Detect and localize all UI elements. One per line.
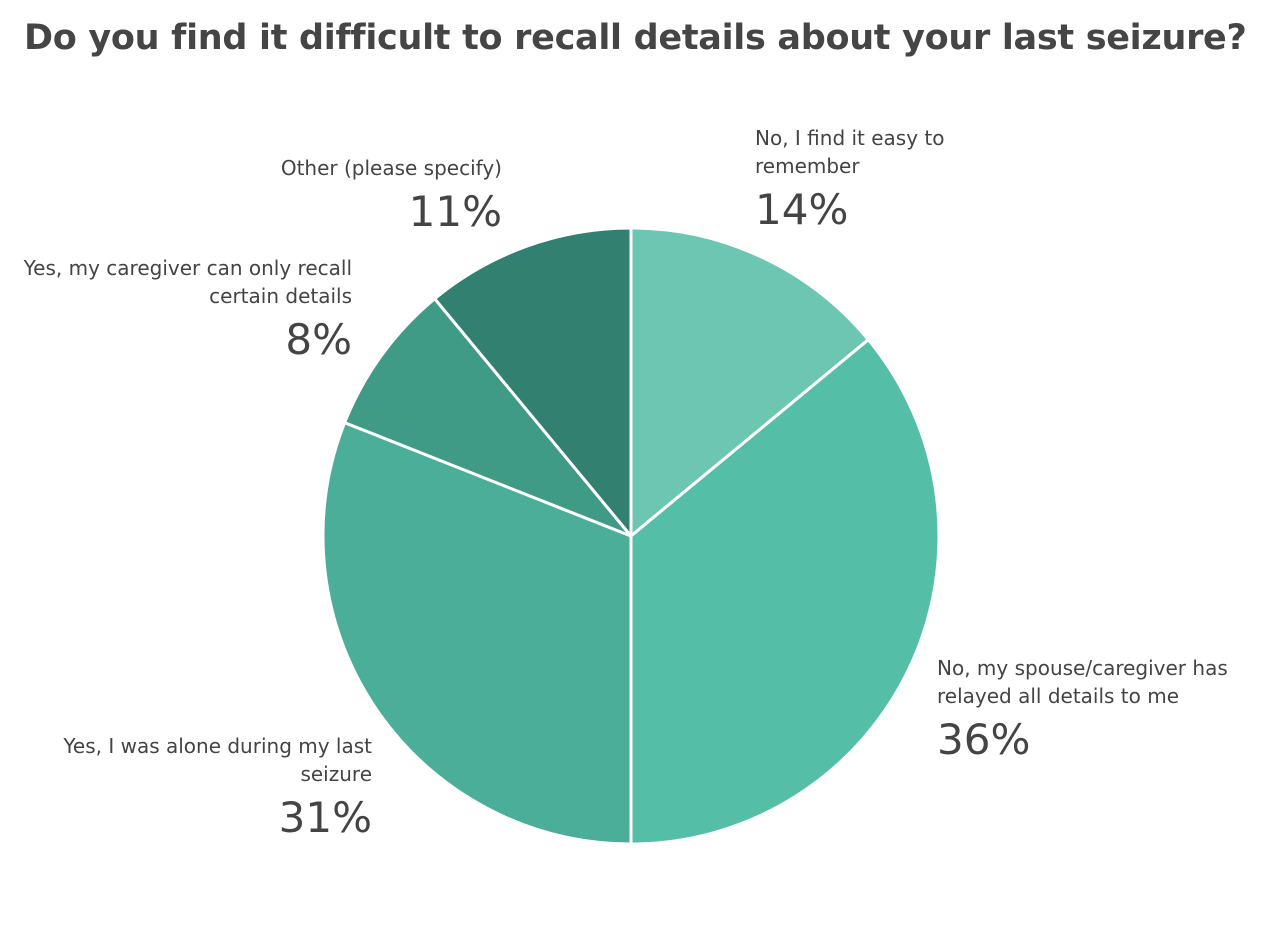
category-label: Yes, my caregiver can only recall certai…	[23, 256, 352, 308]
value-label: 11%	[408, 187, 502, 236]
slice-label: Other (please specify) 11%	[222, 154, 502, 238]
value-label: 14%	[755, 185, 849, 234]
slice-label: No, my spouse/caregiver has relayed all …	[937, 654, 1265, 766]
pie-slice	[432, 226, 633, 541]
value-label: 8%	[285, 315, 352, 364]
slice-label: No, I find it easy to remember 14%	[755, 124, 995, 236]
category-label: No, my spouse/caregiver has relayed all …	[937, 656, 1228, 708]
slice-label: Yes, my caregiver can only recall certai…	[22, 254, 352, 366]
category-label: Other (please specify)	[280, 156, 502, 180]
category-label: No, I find it easy to remember	[755, 126, 945, 178]
pie-slice	[321, 420, 633, 846]
chart-title: Do you find it difficult to recall detai…	[24, 18, 1247, 58]
pie-slice	[629, 226, 871, 540]
category-label: Yes, I was alone during my last seizure	[63, 734, 372, 786]
pie-slice	[342, 296, 633, 538]
value-label: 36%	[937, 715, 1031, 764]
value-label: 31%	[278, 793, 372, 842]
pie-slice	[629, 337, 941, 846]
slice-label: Yes, I was alone during my last seizure 3…	[52, 732, 372, 844]
